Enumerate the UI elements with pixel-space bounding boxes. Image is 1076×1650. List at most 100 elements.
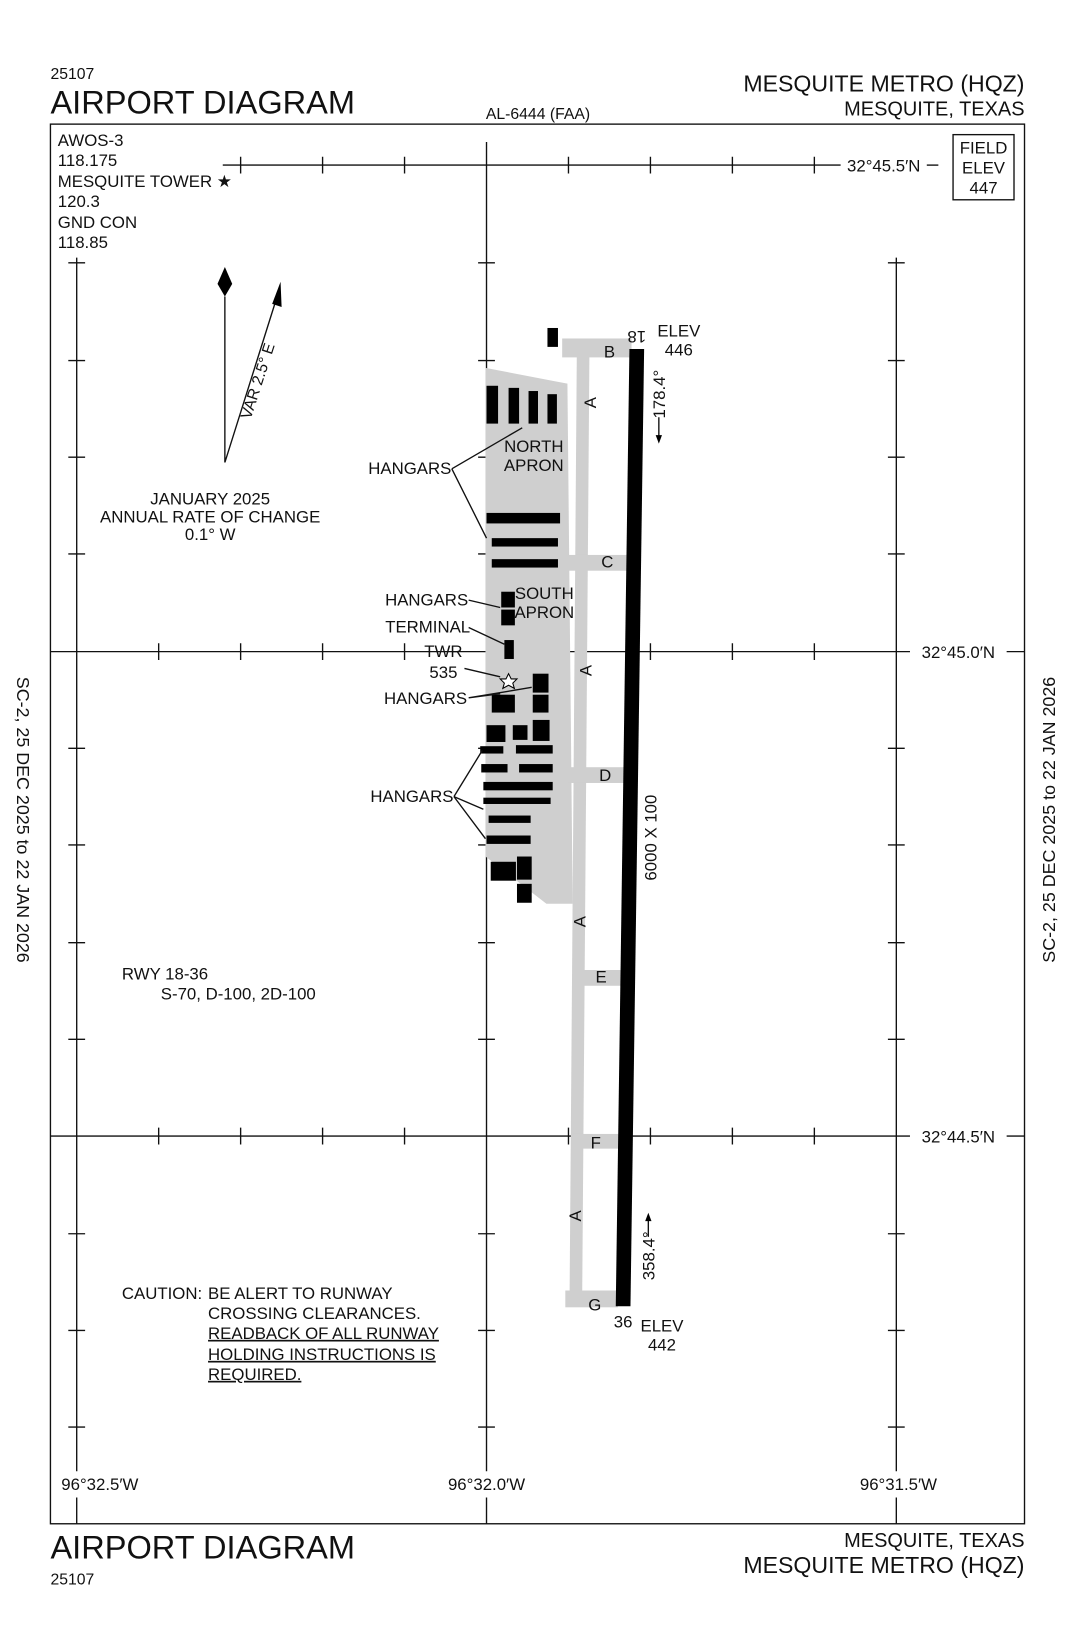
runway-heading: 178.4° [650, 370, 669, 419]
comm: 120.3 [58, 192, 100, 211]
taxiway: G [588, 1295, 601, 1314]
apron-label: APRON [504, 456, 564, 475]
comm: GND CON [58, 213, 137, 232]
building [491, 559, 558, 568]
latitude: 32°44.5′N [922, 1127, 995, 1146]
runway-designation: RWY 18-36 [122, 964, 208, 983]
runway-end: 36 [614, 1312, 633, 1331]
building [486, 725, 506, 742]
apron-label: NORTH [504, 437, 563, 456]
runway-elev: 446 [665, 340, 693, 359]
pavement [572, 970, 626, 986]
building [491, 538, 558, 547]
building [480, 746, 504, 754]
building [486, 385, 499, 424]
caution-line: HOLDING INSTRUCTIONS IS [208, 1345, 436, 1364]
caution-line: REQUIRED. [208, 1365, 301, 1384]
building [547, 394, 557, 424]
comm: 118.85 [58, 233, 108, 252]
hangars-label: HANGARS [370, 787, 453, 806]
pavement [567, 554, 631, 571]
grid [68, 156, 905, 1428]
field-elev: FIELD [960, 139, 1008, 158]
variation-note: ANNUAL RATE OF CHANGE [100, 507, 320, 526]
building [480, 327, 561, 903]
arrow-head [655, 435, 662, 444]
building [532, 719, 550, 741]
terminal-label: TERMINAL [385, 618, 470, 637]
taxiway: F [591, 1134, 601, 1153]
pavement [567, 767, 627, 783]
building [483, 797, 551, 804]
building [532, 694, 549, 713]
building [498, 672, 519, 690]
runway-elev: ELEV [641, 1316, 685, 1335]
arrow-head [217, 267, 233, 297]
building [515, 745, 553, 754]
building [516, 856, 532, 880]
runway-elev: 442 [648, 1335, 676, 1354]
leader-line [224, 292, 280, 463]
building [486, 512, 561, 524]
grid [49, 123, 1026, 1525]
building [528, 391, 538, 424]
runway-heading: 358.4° [640, 1231, 659, 1280]
runway-elev: ELEV [657, 321, 701, 340]
taxiway: C [601, 553, 613, 572]
leader-line [224, 292, 660, 1237]
tower-label: 535 [429, 663, 457, 682]
variation-note: JANUARY 2025 [150, 490, 270, 509]
city: MESQUITE, TEXAS [844, 99, 1024, 121]
latitude: 32°45.0′N [922, 643, 995, 662]
arrow-head [645, 1212, 652, 1222]
taxiway: E [595, 968, 606, 987]
arrow-head [272, 281, 282, 307]
field-elev: ELEV [962, 159, 1006, 178]
caution-label: CAUTION: [122, 1284, 202, 1303]
comm: MESQUITE TOWER ★ [58, 172, 232, 191]
taxiway: A [570, 915, 589, 927]
taxiway: A [581, 396, 600, 408]
pavement [562, 338, 632, 358]
chart-number: 25107 [50, 66, 94, 83]
leader-line [451, 427, 523, 539]
hangars-label: HANGARS [368, 459, 451, 478]
comm: 118.175 [58, 151, 117, 170]
building [501, 609, 515, 626]
arrow-head [217, 267, 662, 1222]
runway-end: 18 [627, 327, 646, 346]
building [512, 725, 528, 740]
leader-line [464, 599, 532, 699]
footer-chart-number: 25107 [50, 1572, 94, 1589]
comm: AWOS-3 [58, 131, 124, 150]
building [516, 883, 532, 903]
taxiway: A [566, 1210, 585, 1222]
building [547, 327, 558, 347]
apron-label: APRON [514, 603, 574, 622]
runway-dimensions: 6000 X 100 [642, 795, 661, 881]
caution-line: READBACK OF ALL RUNWAY [208, 1324, 439, 1343]
field-elev: 447 [970, 178, 998, 197]
runway [615, 348, 645, 1307]
building [483, 781, 553, 791]
footer-airport: MESQUITE METRO (HQZ) [743, 1552, 1024, 1578]
pavement [572, 1133, 622, 1149]
taxiway: B [604, 342, 615, 361]
caution-line: CROSSING CLEARANCES. [208, 1304, 421, 1323]
hangars-label: HANGARS [385, 590, 468, 609]
procedure-id: AL-6444 (FAA) [486, 106, 590, 123]
pavement [565, 1290, 618, 1308]
tower-label: TWR [424, 642, 462, 661]
building [481, 764, 508, 773]
variation: VAR 2.5° E [238, 341, 278, 421]
building [490, 861, 516, 881]
taxiway: A [577, 664, 596, 676]
building [508, 387, 520, 424]
longitude: 96°31.5′W [860, 1475, 937, 1494]
building [486, 835, 531, 844]
leader-line [453, 750, 487, 840]
airport-name: MESQUITE METRO (HQZ) [743, 71, 1024, 97]
building [532, 673, 549, 693]
caution-line: BE ALERT TO RUNWAY [208, 1284, 393, 1303]
